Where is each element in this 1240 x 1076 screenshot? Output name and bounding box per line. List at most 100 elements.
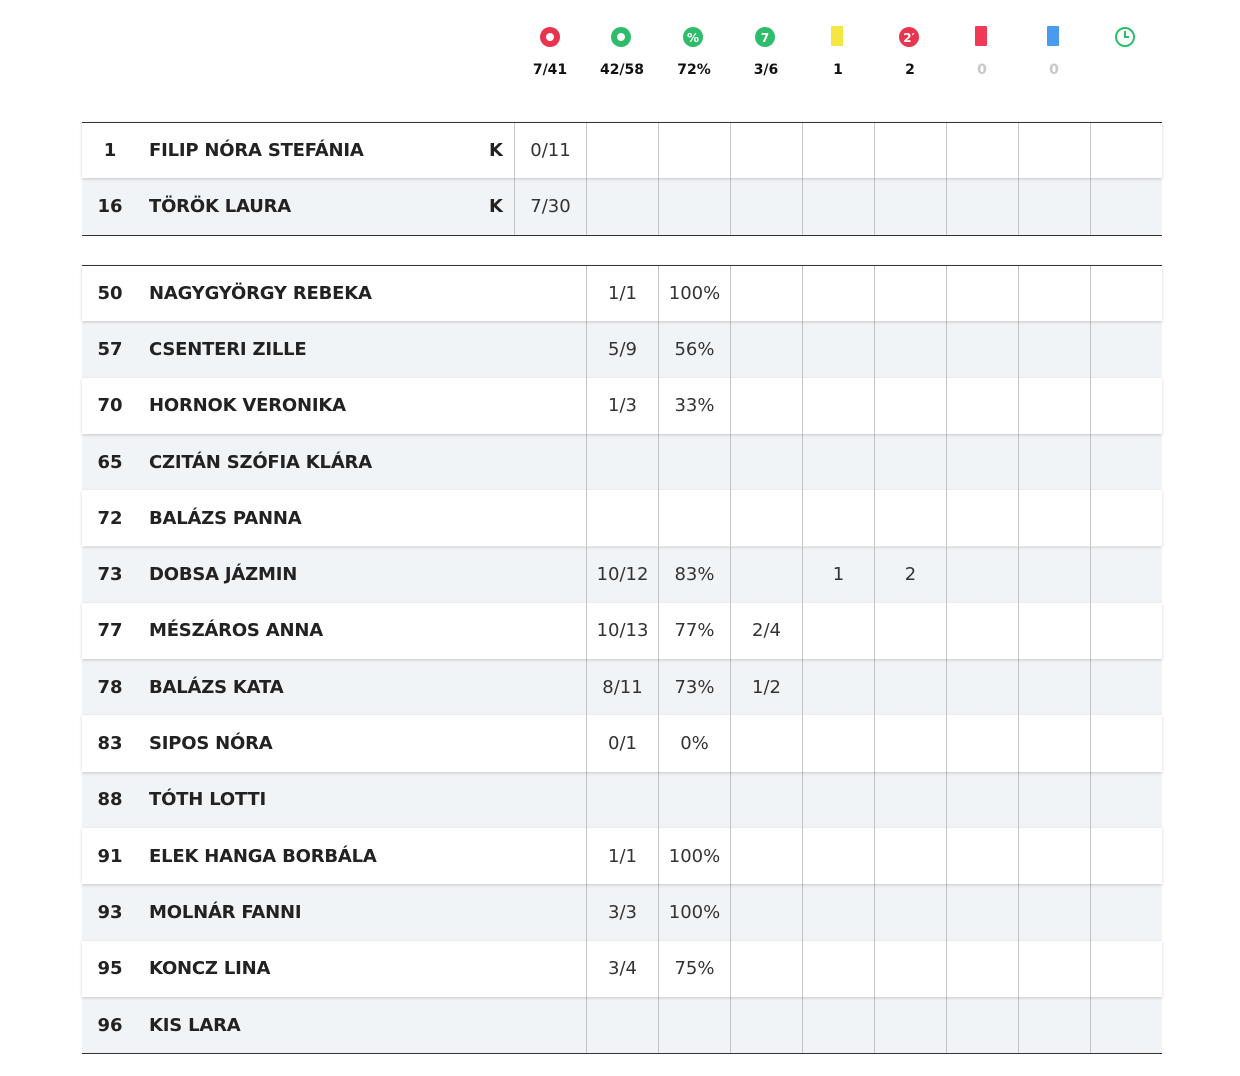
player-row: 83 SIPOS NÓRA 0/1 0% xyxy=(82,715,1162,772)
player-name: SIPOS NÓRA xyxy=(149,733,273,755)
stat-cell xyxy=(1018,178,1090,235)
stat-cell xyxy=(946,940,1018,997)
stat-cell xyxy=(1090,122,1162,179)
stat-cell xyxy=(586,178,658,235)
player-row: 1 FILIP NÓRA STEFÁNIA K 0/11 xyxy=(82,122,1162,179)
stat-cell: 75% xyxy=(658,940,730,997)
player-name: FILIP NÓRA STEFÁNIA xyxy=(149,139,364,161)
stat-cell xyxy=(1018,940,1090,997)
stat-cell: 8/11 xyxy=(586,659,658,716)
stat-cell xyxy=(1018,884,1090,941)
player-name: DOBSA JÁZMIN xyxy=(149,564,298,586)
stat-cell: 3/3 xyxy=(586,884,658,941)
stat-cell xyxy=(1090,490,1162,547)
icon-yellow-card xyxy=(831,26,843,46)
stat-cell xyxy=(1090,996,1162,1054)
player-number: 88 xyxy=(97,789,123,811)
stat-cell xyxy=(874,265,946,322)
stat-cell: 1/1 xyxy=(586,828,658,885)
stat-cell xyxy=(586,490,658,547)
player-name: BALÁZS PANNA xyxy=(149,507,302,529)
player-row: 73 DOBSA JÁZMIN 10/12 83% 1 2 xyxy=(82,546,1162,603)
stat-cell xyxy=(730,122,802,179)
column-total: 0 xyxy=(977,62,987,78)
stat-cell xyxy=(946,490,1018,547)
stat-cell xyxy=(586,996,658,1054)
player-number: 50 xyxy=(97,282,123,304)
player-number: 91 xyxy=(97,845,123,867)
stat-cell: 1/3 xyxy=(586,377,658,434)
stat-cell xyxy=(874,602,946,660)
column-total: 42/58 xyxy=(599,62,645,78)
stat-cell xyxy=(946,321,1018,378)
stat-cell xyxy=(1090,659,1162,716)
stat-cell xyxy=(802,178,874,235)
stat-cell xyxy=(802,377,874,434)
player-name: ELEK HANGA BORBÁLA xyxy=(149,845,377,867)
stat-cell xyxy=(874,771,946,828)
stat-cell xyxy=(802,996,874,1054)
player-number: 77 xyxy=(97,620,123,642)
player-row: 96 KIS LARA xyxy=(82,996,1162,1054)
stat-cell xyxy=(730,433,802,491)
stat-cell xyxy=(730,771,802,828)
stat-cell xyxy=(1018,433,1090,491)
stat-cell xyxy=(1090,178,1162,235)
player-number: 70 xyxy=(97,395,123,417)
stat-cell: 100% xyxy=(658,265,730,322)
player-row: 91 ELEK HANGA BORBÁLA 1/1 100% xyxy=(82,828,1162,885)
stat-cell xyxy=(946,546,1018,603)
stat-cell: 10/12 xyxy=(586,546,658,603)
stat-cell: 7/30 xyxy=(514,178,586,235)
stat-cell xyxy=(1090,715,1162,772)
stat-cell xyxy=(1090,940,1162,997)
column-total: 1 xyxy=(833,62,843,78)
stat-cell xyxy=(1090,884,1162,941)
stat-cell: 5/9 xyxy=(586,321,658,378)
player-row: 78 BALÁZS KATA 8/11 73% 1/2 xyxy=(82,659,1162,716)
stat-cell xyxy=(874,828,946,885)
player-number: 95 xyxy=(97,958,123,980)
player-name: BALÁZS KATA xyxy=(149,676,284,698)
icon-text: 2′ xyxy=(903,31,915,45)
player-row: 50 NAGYGYÖRGY REBEKA 1/1 100% xyxy=(82,265,1162,322)
player-number: 93 xyxy=(97,901,123,923)
stat-cell xyxy=(730,546,802,603)
player-number: 83 xyxy=(97,733,123,755)
stat-cell xyxy=(802,602,874,660)
stat-cell xyxy=(658,433,730,491)
column-total: 2 xyxy=(905,62,915,78)
stat-cell xyxy=(946,377,1018,434)
stat-cell xyxy=(1018,122,1090,179)
stat-cell xyxy=(1090,546,1162,603)
player-name: MOLNÁR FANNI xyxy=(149,901,302,923)
stat-cell xyxy=(730,884,802,941)
stat-cell xyxy=(874,940,946,997)
stat-cell xyxy=(658,178,730,235)
stat-cell xyxy=(730,265,802,322)
player-role: K xyxy=(489,195,503,217)
player-number: 78 xyxy=(97,676,123,698)
stat-cell xyxy=(946,659,1018,716)
player-name: CZITÁN SZÓFIA KLÁRA xyxy=(149,451,372,473)
stat-cell: 1/2 xyxy=(730,659,802,716)
player-number: 96 xyxy=(97,1014,123,1036)
stat-cell xyxy=(946,996,1018,1054)
icon-7m xyxy=(755,27,775,47)
table-border xyxy=(82,234,1162,236)
stat-cell xyxy=(730,996,802,1054)
stat-cell xyxy=(802,940,874,997)
stat-cell xyxy=(1018,377,1090,434)
table-border xyxy=(82,122,1162,123)
icon-2min xyxy=(899,27,919,47)
stat-cell xyxy=(946,433,1018,491)
stat-cell: 56% xyxy=(658,321,730,378)
stat-cell xyxy=(730,490,802,547)
player-row: 88 TÓTH LOTTI xyxy=(82,771,1162,828)
player-name: TÓTH LOTTI xyxy=(149,789,266,811)
icon-blue-card xyxy=(1047,26,1059,46)
stat-cell xyxy=(730,828,802,885)
player-row: 57 CSENTERI ZILLE 5/9 56% xyxy=(82,321,1162,378)
stat-cell xyxy=(730,940,802,997)
